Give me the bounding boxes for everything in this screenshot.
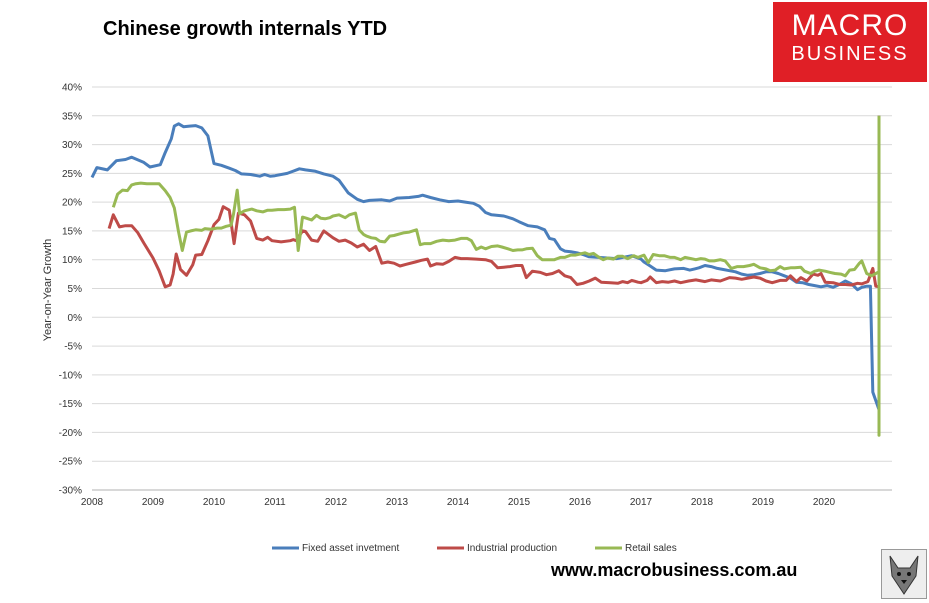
x-tick-label: 2015 <box>508 497 531 508</box>
y-axis-label: Year-on-Year Growth <box>42 239 54 342</box>
series-line-industrial-production <box>107 115 881 397</box>
y-tick-label: -25% <box>59 457 82 468</box>
gridlines <box>92 86 892 462</box>
legend-label: Fixed asset invetment <box>302 543 399 554</box>
y-tick-label: -10% <box>59 370 82 381</box>
y-tick-label: 5% <box>68 284 83 295</box>
y-tick-label: 25% <box>62 169 82 180</box>
x-tick-label: 2010 <box>203 497 226 508</box>
series-line-fixed-asset-invetment <box>90 115 881 411</box>
wolf-logo-icon <box>881 549 927 599</box>
x-tick-label: 2020 <box>813 497 836 508</box>
y-tick-label: -5% <box>64 342 82 353</box>
logo-line-macro: MACRO <box>791 9 909 42</box>
x-tick-label: 2009 <box>142 497 165 508</box>
y-tick-label: -30% <box>59 486 82 497</box>
chart-title: Chinese growth internals YTD <box>103 18 388 40</box>
y-tick-label: 30% <box>62 140 82 151</box>
legend-label: Industrial production <box>467 543 557 554</box>
y-tick-label: 10% <box>62 255 82 266</box>
y-tick-label: 35% <box>62 111 82 122</box>
x-tick-label: 2014 <box>447 497 470 508</box>
macrobusiness-logo[interactable]: MACRO BUSINESS <box>773 2 927 82</box>
y-tick-label: 15% <box>62 226 82 237</box>
logo-line-business: BUSINESS <box>791 43 909 65</box>
x-tick-label: 2017 <box>630 497 653 508</box>
series-lines <box>90 115 881 437</box>
y-tick-label: -15% <box>59 399 82 410</box>
series-line-retail-sales <box>111 115 881 437</box>
x-tick-label: 2012 <box>325 497 348 508</box>
x-tick-label: 2011 <box>264 497 286 508</box>
website-url[interactable]: www.macrobusiness.com.au <box>551 560 798 580</box>
legend: Fixed asset invetment Industrial producti… <box>272 543 677 554</box>
y-tick-label: 20% <box>62 198 82 209</box>
y-axis-tick-labels: 40% 35% 30% 25% 20% 15% 10% 5% 0% -5% -10% -15% -20%… <box>59 83 82 497</box>
x-tick-label: 2016 <box>569 497 592 508</box>
y-tick-label: 0% <box>68 313 83 324</box>
y-tick-label: 40% <box>62 83 82 94</box>
y-tick-label: -20% <box>59 428 82 439</box>
x-tick-label: 2013 <box>386 497 409 508</box>
x-tick-label: 2018 <box>691 497 714 508</box>
legend-label: Retail sales <box>625 543 677 554</box>
x-tick-label: 2008 <box>81 497 104 508</box>
x-tick-label: 2019 <box>752 497 775 508</box>
x-axis-tick-labels: 2008 2009 2010 2011 2012 2013 2014 2015 2016 2017… <box>81 497 836 508</box>
